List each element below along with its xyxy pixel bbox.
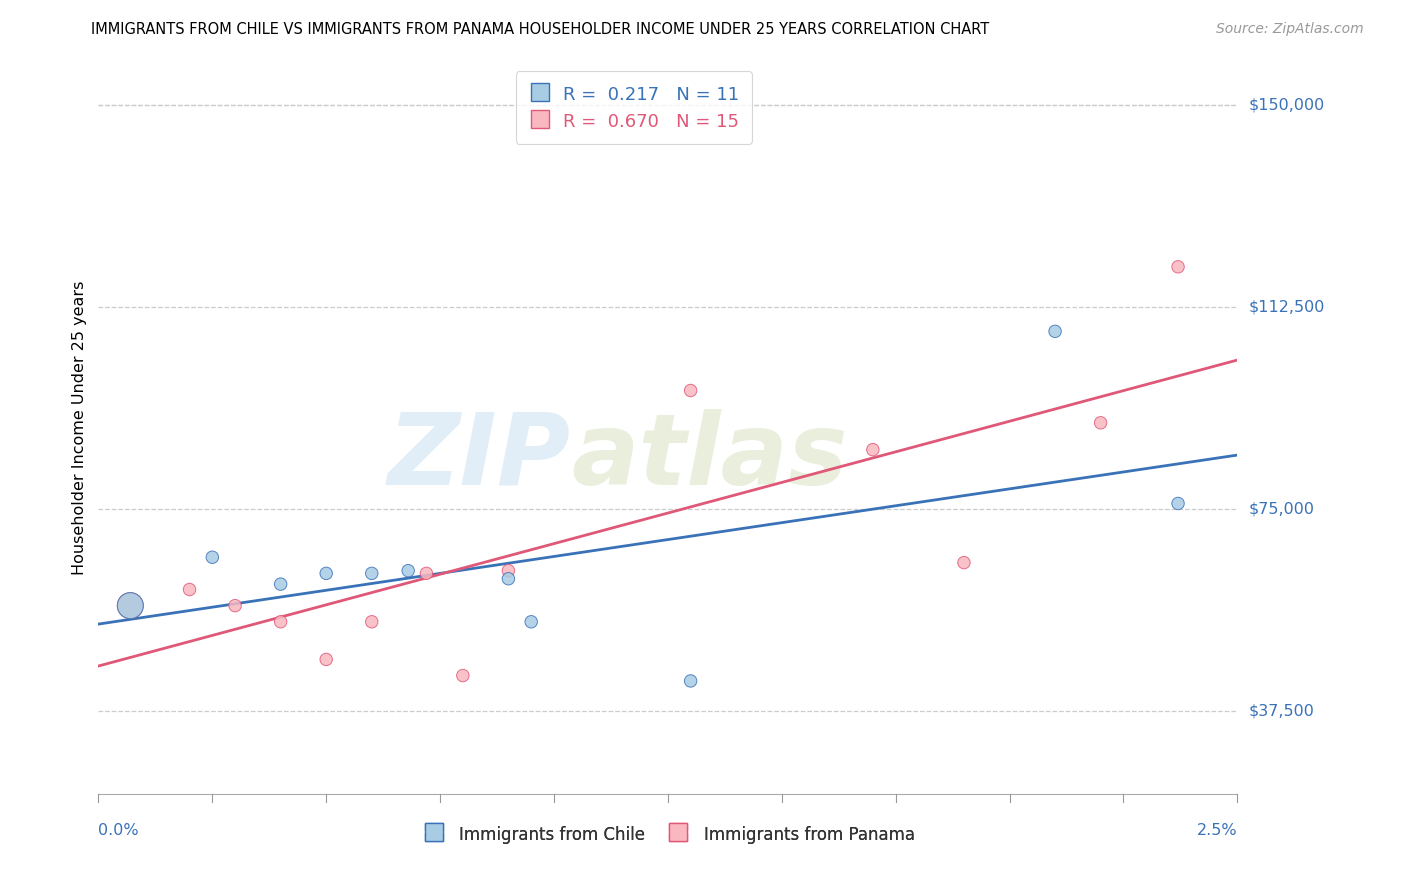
- Point: [1043, 324, 1066, 338]
- Text: IMMIGRANTS FROM CHILE VS IMMIGRANTS FROM PANAMA HOUSEHOLDER INCOME UNDER 25 YEAR: IMMIGRANTS FROM CHILE VS IMMIGRANTS FROM…: [91, 22, 990, 37]
- Point: [498, 564, 520, 578]
- Point: [415, 566, 437, 581]
- Point: [315, 652, 337, 666]
- Point: [270, 577, 292, 591]
- Text: 2.5%: 2.5%: [1197, 823, 1237, 838]
- Point: [679, 384, 702, 398]
- Point: [120, 599, 142, 613]
- Point: [179, 582, 201, 597]
- Point: [315, 566, 337, 581]
- Text: $75,000: $75,000: [1249, 501, 1315, 516]
- Point: [862, 442, 884, 457]
- Text: atlas: atlas: [571, 409, 848, 506]
- Text: $150,000: $150,000: [1249, 98, 1324, 113]
- Text: $37,500: $37,500: [1249, 703, 1315, 718]
- Point: [201, 550, 224, 565]
- Point: [1090, 416, 1112, 430]
- Point: [520, 615, 543, 629]
- Point: [224, 599, 246, 613]
- Legend: Immigrants from Chile, Immigrants from Panama: Immigrants from Chile, Immigrants from P…: [415, 818, 921, 851]
- Point: [270, 615, 292, 629]
- Point: [360, 566, 382, 581]
- Point: [120, 599, 142, 613]
- Text: 0.0%: 0.0%: [98, 823, 139, 838]
- Point: [1167, 260, 1189, 274]
- Point: [498, 572, 520, 586]
- Y-axis label: Householder Income Under 25 years: Householder Income Under 25 years: [72, 281, 87, 575]
- Text: $112,500: $112,500: [1249, 300, 1324, 315]
- Point: [1167, 496, 1189, 510]
- Point: [451, 668, 474, 682]
- Text: Source: ZipAtlas.com: Source: ZipAtlas.com: [1216, 22, 1364, 37]
- Point: [396, 564, 419, 578]
- Point: [953, 556, 976, 570]
- Text: ZIP: ZIP: [388, 409, 571, 506]
- Point: [679, 673, 702, 688]
- Point: [360, 615, 382, 629]
